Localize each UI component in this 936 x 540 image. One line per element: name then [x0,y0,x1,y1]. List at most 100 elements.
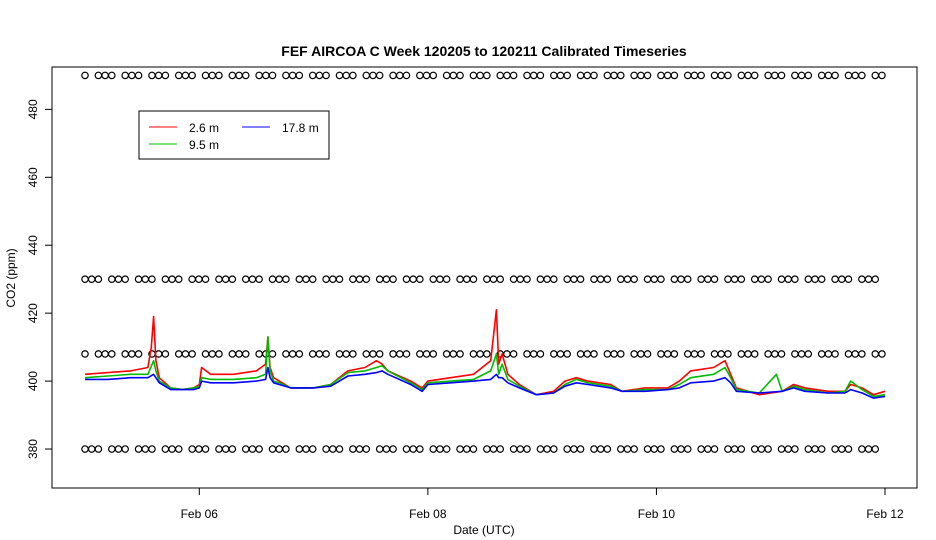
calibration-point [764,350,772,358]
calibration-point [282,445,290,453]
calibration-point [844,275,853,283]
calibration-point [697,275,705,283]
y-tick-label: 380 [26,439,40,459]
calibration-point [107,275,116,283]
calibration-point [114,275,123,283]
calibration-point [831,275,839,283]
calibration-point [730,445,739,453]
calibration-point [710,350,719,358]
calibration-point [583,350,592,358]
calibration-point [154,71,163,80]
calibration-point [101,71,109,80]
calibration-point [148,445,156,453]
calibration-point [724,445,732,453]
x-axis-label: Date (UTC) [453,523,514,537]
calibration-point [804,275,813,283]
calibration-point [496,71,505,80]
calibration-point [349,71,357,80]
calibration-point [623,445,632,453]
calibration-point [148,275,156,283]
calibration-point [697,71,705,80]
calibration-point [509,350,518,358]
calibration-point [483,445,491,453]
calibration-point [442,445,451,453]
calibration-point [422,71,431,80]
calibration-point [121,275,129,283]
calibration-point [409,275,417,283]
legend: 2.6 m 9.5 m 17.8 m [138,110,330,160]
calibration-point [375,71,384,80]
series-line-17-8-m [85,366,886,399]
calibration-point [657,350,665,358]
calibration-point [549,350,558,358]
calibration-point [114,445,123,453]
calibration-point [395,350,404,358]
calibration-point [221,445,230,453]
calibration-point [174,275,183,283]
y-tick-label: 480 [26,99,40,119]
calibration-point [275,445,284,453]
calibration-point [817,445,826,453]
calibration-point [724,275,732,283]
calibration-point [308,350,317,358]
calibration-point [282,71,290,80]
calibration-point [523,350,531,358]
calibration-point [349,445,357,453]
calibration-point [616,445,625,453]
calibration-point [456,350,464,358]
calibration-point [174,71,183,80]
calibration-point [476,350,484,358]
calibration-point [255,350,263,358]
calibration-point [610,71,618,80]
calibration-point [342,350,350,358]
calibration-point [563,445,571,453]
calibration-point [777,71,786,80]
calibration-point [529,71,538,80]
calibration-point [596,445,605,453]
calibration-point [576,275,585,283]
calibration-point [516,445,525,453]
calibration-point [235,71,243,80]
y-axis: 380 400 420 440 460 480 [26,99,52,459]
calibration-point [302,275,310,283]
calibration-point [308,71,317,80]
calibration-point [188,350,196,358]
calibration-point [483,275,491,283]
calibration-point [322,71,330,80]
y-tick-label: 440 [26,235,40,255]
calibration-point [677,445,685,453]
calibration-point [737,445,746,453]
calibration-point [81,275,89,283]
calibration-point [369,71,377,80]
calibration-point [683,350,692,358]
calibration-point [683,275,692,283]
calibration-point [121,71,129,80]
calibration-point [128,350,136,358]
calibration-point [717,71,726,80]
calibration-point [871,275,880,283]
calibration-point [670,350,679,358]
calibration-point [389,275,397,283]
calibration-point [831,445,839,453]
x-tick-label: Feb 10 [638,507,676,521]
calibration-point [141,445,150,453]
calibration-point [328,445,337,453]
calibration-point [469,275,478,283]
calibration-point [804,445,813,453]
calibration-point [878,71,886,80]
calibration-point [422,350,431,358]
calibration-point [161,275,170,283]
calibration-point [670,445,679,453]
calibration-point [375,445,384,453]
calibration-point [831,350,839,358]
calibration-point [302,445,310,453]
calibration-point [402,350,411,358]
calibration-point [851,71,859,80]
y-axis-label: CO2 (ppm) [4,248,18,307]
calibration-point [657,445,665,453]
calibration-point [858,275,866,283]
calibration-point [208,71,217,80]
calibration-point [710,275,719,283]
calibration-point [416,275,424,283]
calibration-point [201,350,210,358]
